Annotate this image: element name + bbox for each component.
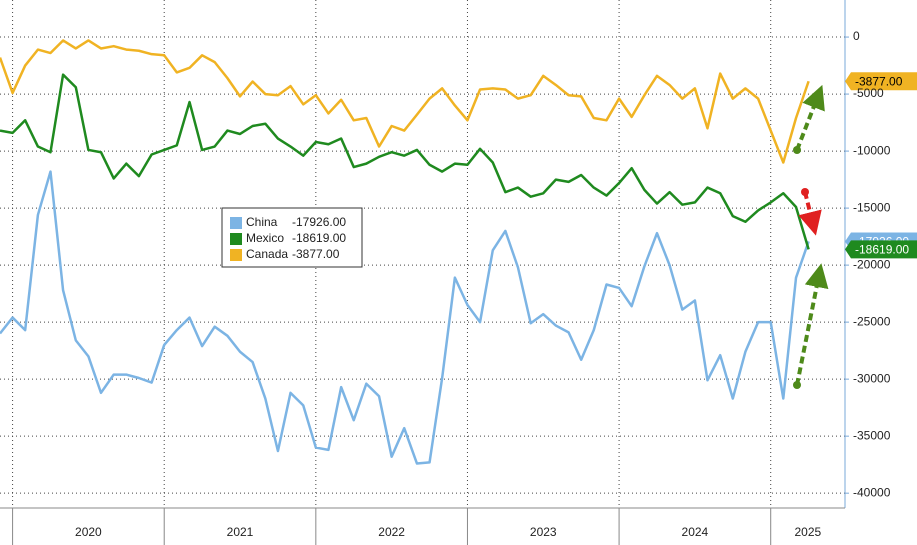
x-tick-label: 2025 <box>795 525 822 539</box>
value-tag: -18619.00 <box>845 240 917 259</box>
arrow <box>795 84 825 151</box>
line-0 <box>0 170 810 465</box>
x-tick-label: 2024 <box>682 525 709 539</box>
legend: China -17926.00 Mexico -18619.00 Canada -3877… <box>221 207 363 268</box>
lines <box>0 39 810 465</box>
legend-swatch <box>230 217 242 229</box>
legend-value: -3877.00 <box>292 247 340 261</box>
legend-value: -17926.00 <box>292 215 346 229</box>
legend-value: -18619.00 <box>292 231 346 245</box>
y-tick-label: -20000 <box>853 257 891 271</box>
y-tick-label: -25000 <box>853 314 891 328</box>
x-tick-label: 2023 <box>530 525 557 539</box>
y-tick-label: -30000 <box>853 371 891 385</box>
y-tick-label: -40000 <box>853 485 891 499</box>
value-tag: -3877.00 <box>845 72 917 91</box>
legend-swatch <box>230 233 242 245</box>
legend-name: Mexico <box>246 231 284 245</box>
x-tick-label: 2022 <box>378 525 405 539</box>
line-2 <box>0 39 810 164</box>
value-tag-label: -3877.00 <box>855 74 903 88</box>
y-tick-label: 0 <box>853 29 860 43</box>
y-tick-label: -5000 <box>853 86 884 100</box>
line-1 <box>0 73 810 250</box>
y-tick-label: -35000 <box>853 428 891 442</box>
legend-name: Canada <box>246 247 288 261</box>
legend-swatch <box>230 249 242 261</box>
value-tag-label: -18619.00 <box>855 243 909 257</box>
value-tag-box <box>845 240 917 259</box>
arrow <box>795 263 829 386</box>
annotations <box>793 84 829 389</box>
x-tick-label: 2021 <box>227 525 254 539</box>
arrow <box>798 191 822 236</box>
x-tick-label: 2020 <box>75 525 102 539</box>
value-tag-box <box>845 72 917 91</box>
value-tags: -17926.00-18619.00-3877.00 <box>845 72 917 259</box>
legend-box <box>221 207 363 268</box>
y-tick-label: -10000 <box>853 143 891 157</box>
y-tick-label: -15000 <box>853 200 891 214</box>
legend-name: China <box>246 215 278 229</box>
